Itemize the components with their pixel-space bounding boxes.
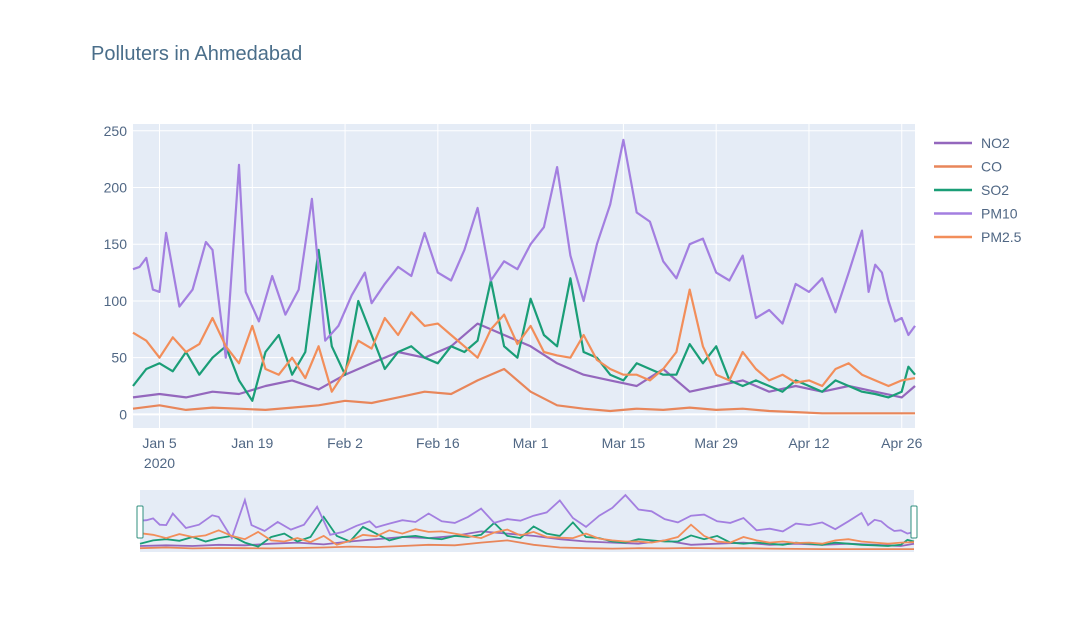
range-slider-right-handle[interactable] <box>910 505 918 539</box>
range-slider-lines <box>139 493 915 550</box>
y-tick-label: 0 <box>119 406 127 422</box>
series-line-pm10 <box>132 138 916 359</box>
x-tick-label: Mar 1 <box>513 435 549 451</box>
y-tick-label: 200 <box>104 180 128 196</box>
range-slider-series-line <box>139 493 915 541</box>
series-line-no2 <box>132 322 916 399</box>
grid <box>133 124 915 428</box>
x-tick-label: Jan 5 <box>142 435 176 451</box>
y-tick-label: 50 <box>111 350 127 366</box>
chart-title: Polluters in Ahmedabad <box>91 43 302 65</box>
legend-label[interactable]: SO2 <box>981 182 1009 198</box>
x-tick-label: Jan 19 <box>231 435 273 451</box>
x-tick-label: Mar 15 <box>602 435 646 451</box>
y-tick-label: 150 <box>104 236 128 252</box>
series-line-so2 <box>132 248 916 402</box>
y-axis: 0 50 100 150 200 250 <box>104 123 128 423</box>
y-tick-label: 100 <box>104 293 128 309</box>
x-tick-label: Feb 16 <box>416 435 460 451</box>
legend-label[interactable]: CO <box>981 159 1002 175</box>
series-line-co <box>132 367 915 415</box>
range-slider-left-handle[interactable] <box>136 505 144 539</box>
legend-label[interactable]: NO2 <box>981 135 1010 151</box>
x-tick-label: Feb 2 <box>327 435 363 451</box>
x-tick-label: Apr 12 <box>788 435 829 451</box>
plot-area <box>133 124 915 428</box>
x-tick-sublabel: 2020 <box>144 455 175 471</box>
x-tick-label: Apr 26 <box>881 435 922 451</box>
x-axis: Jan 5 2020 Jan 19 Feb 2 Feb 16 Mar 1 Mar 15 Mar… <box>142 435 922 471</box>
legend-label[interactable]: PM10 <box>981 206 1018 222</box>
y-tick-label: 250 <box>104 123 128 139</box>
range-slider[interactable] <box>136 490 918 552</box>
x-tick-label: Mar 29 <box>694 435 738 451</box>
legend: NO2 CO SO2 PM10 PM2.5 <box>934 135 1022 245</box>
legend-label[interactable]: PM2.5 <box>981 229 1022 245</box>
series-line-pm25 <box>132 288 916 393</box>
series-lines <box>132 138 916 415</box>
range-slider-series-line <box>139 523 915 546</box>
range-slider-series-line <box>139 539 914 550</box>
